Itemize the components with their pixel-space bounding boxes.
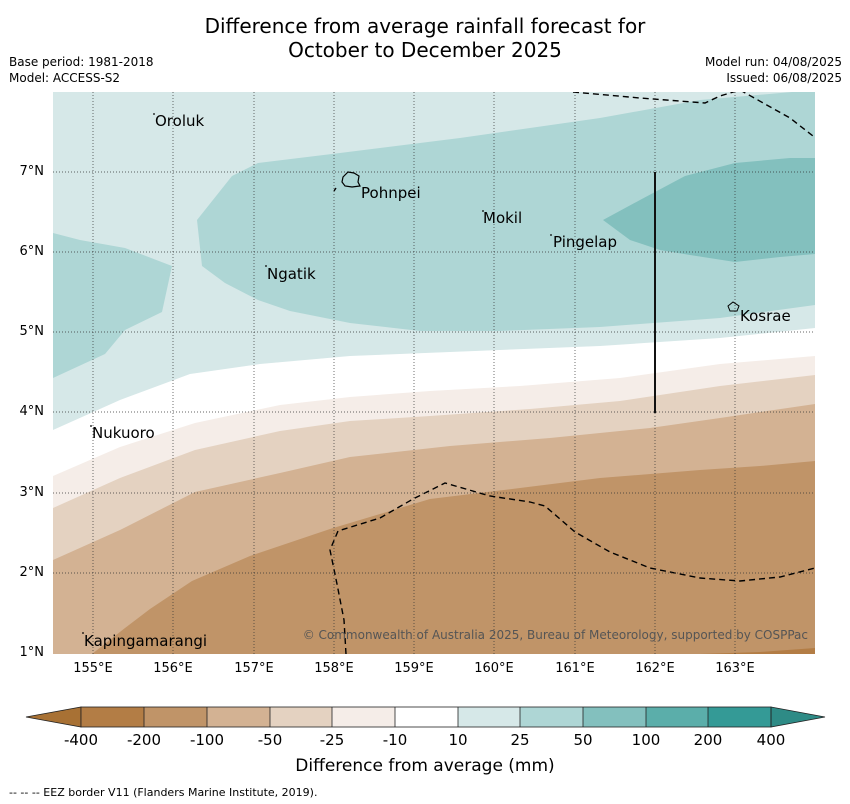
lat-label-5n: 5°N bbox=[19, 324, 45, 339]
colorbar-label: 200 bbox=[693, 731, 723, 749]
metadata-right: Model run: 04/08/2025 Issued: 06/08/2025 bbox=[705, 54, 842, 86]
model-run: Model run: 04/08/2025 bbox=[704, 55, 842, 69]
lat-label-4n: 4°N bbox=[19, 404, 45, 419]
map-title: Difference from average rainfall forecas… bbox=[0, 14, 850, 62]
copyright-notice: © Commonwealth of Australia 2025, Bureau… bbox=[302, 628, 808, 642]
lat-label-2n: 2°N bbox=[19, 565, 45, 580]
colorbar-label: -400 bbox=[63, 731, 99, 749]
lon-label-159e: 159°E bbox=[394, 661, 434, 676]
place-mokil: Mokil bbox=[483, 209, 523, 227]
eez-border-south bbox=[329, 482, 815, 654]
colorbar-label: -10 bbox=[382, 731, 408, 749]
place-nukuoro: Nukuoro bbox=[92, 424, 155, 442]
contour-minus100-minus200 bbox=[92, 461, 815, 654]
lat-label-6n: 6°N bbox=[19, 244, 45, 259]
lon-label-162e: 162°E bbox=[635, 661, 675, 676]
eez-border-north bbox=[572, 92, 814, 137]
place-ngatik: Ngatik bbox=[267, 265, 316, 283]
colorbar-label: -25 bbox=[319, 731, 345, 749]
lon-label-155e: 155°E bbox=[73, 661, 113, 676]
model-name: Model: ACCESS-S2 bbox=[9, 71, 121, 85]
colorbar-extend-max bbox=[770, 706, 826, 728]
colorbar-label: -200 bbox=[126, 731, 162, 749]
contour-25-50-west bbox=[53, 233, 172, 378]
colorbar-label: -100 bbox=[189, 731, 225, 749]
lon-label-161e: 161°E bbox=[555, 661, 595, 676]
place-pohnpei: Pohnpei bbox=[361, 184, 421, 202]
place-oroluk: Oroluk bbox=[155, 112, 205, 130]
kosrae-island-shape bbox=[727, 301, 740, 312]
colorbar-label: 50 bbox=[573, 731, 593, 749]
colorbar-label: 100 bbox=[631, 731, 661, 749]
contour-25-50-north bbox=[197, 92, 815, 331]
lat-label-7n: 7°N bbox=[19, 164, 45, 179]
lon-label-156e: 156°E bbox=[153, 661, 193, 676]
title-line-2: October to December 2025 bbox=[288, 38, 562, 62]
colorbar-extend-min bbox=[25, 706, 82, 728]
lon-label-160e: 160°E bbox=[474, 661, 514, 676]
colorbar-title: Difference from average (mm) bbox=[295, 756, 555, 776]
eez-legend-footer: -- -- -- EEZ border V11 (Flanders Marine… bbox=[9, 786, 318, 799]
place-kapingamarangi: Kapingamarangi bbox=[84, 632, 208, 650]
rainfall-contours bbox=[53, 92, 815, 654]
pohnpei-island-shape bbox=[341, 171, 361, 188]
lon-label-157e: 157°E bbox=[234, 661, 274, 676]
colorbar-label: 10 bbox=[448, 731, 468, 749]
base-period: Base period: 1981-2018 bbox=[9, 55, 154, 69]
contour-minus200-minus400 bbox=[700, 648, 815, 654]
lat-label-1n: 1°N bbox=[19, 645, 45, 660]
colorbar-label: -50 bbox=[257, 731, 283, 749]
lat-label-3n: 3°N bbox=[19, 485, 45, 500]
metadata-left: Base period: 1981-2018 Model: ACCESS-S2 bbox=[9, 54, 154, 86]
colorbar-label: 25 bbox=[510, 731, 530, 749]
place-pingelap: Pingelap bbox=[553, 233, 618, 251]
colorbar-label: 400 bbox=[756, 731, 786, 749]
issued-date: Issued: 06/08/2025 bbox=[726, 71, 842, 85]
lon-label-158e: 158°E bbox=[314, 661, 354, 676]
place-kosrae: Kosrae bbox=[740, 307, 791, 325]
title-line-1: Difference from average rainfall forecas… bbox=[204, 14, 646, 38]
gridlines bbox=[53, 92, 815, 654]
colorbar bbox=[25, 706, 826, 728]
eez-border-fragment bbox=[333, 187, 337, 192]
lon-label-163e: 163°E bbox=[715, 661, 755, 676]
